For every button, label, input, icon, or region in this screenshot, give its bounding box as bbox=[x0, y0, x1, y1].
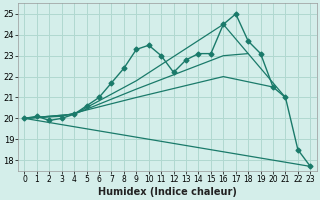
X-axis label: Humidex (Indice chaleur): Humidex (Indice chaleur) bbox=[98, 187, 237, 197]
